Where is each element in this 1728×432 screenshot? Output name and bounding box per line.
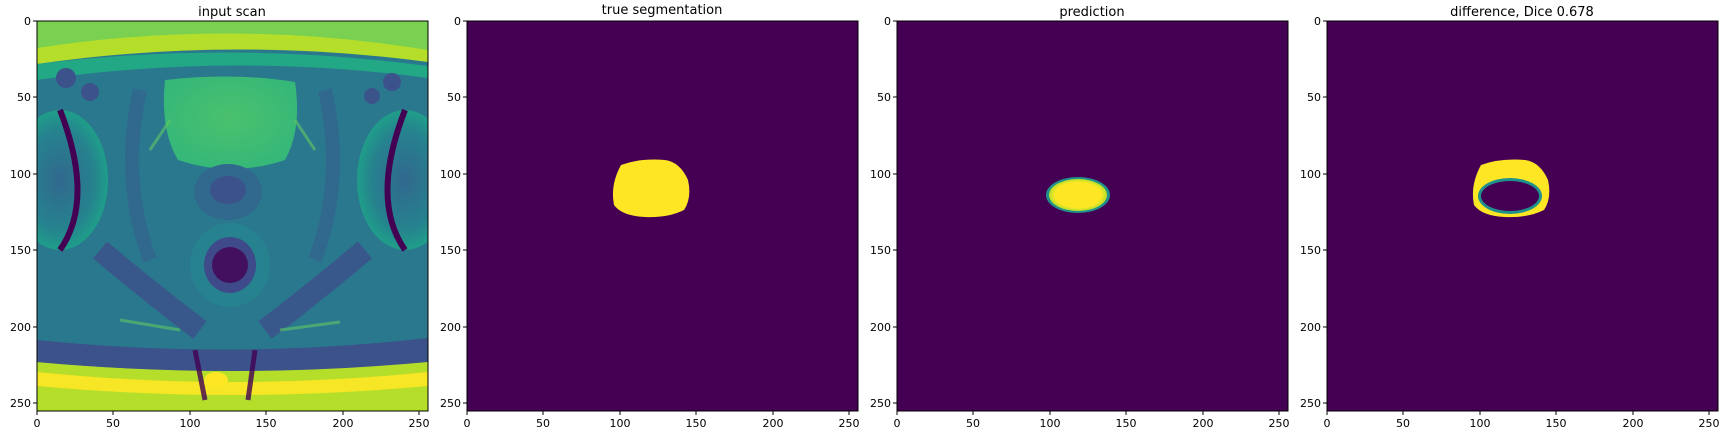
y-tick-label: 150 — [1300, 244, 1321, 257]
x-tick-label: 50 — [966, 417, 980, 430]
x-tick-label: 200 — [333, 417, 354, 430]
x-tick-label: 100 — [1040, 417, 1061, 430]
y-tick-label: 250 — [870, 397, 891, 410]
y-tick-label: 250 — [1300, 397, 1321, 410]
segmentation-mask-image — [467, 21, 858, 411]
y-tick-label: 200 — [440, 321, 461, 334]
x-tick-label: 200 — [1623, 417, 1644, 430]
y-tick-label: 50 — [17, 91, 31, 104]
y-tick-label: 200 — [1300, 321, 1321, 334]
x-tick-label: 100 — [1470, 417, 1491, 430]
y-tick-label: 0 — [24, 15, 31, 28]
x-tick-label: 150 — [256, 417, 277, 430]
y-tick-label: 0 — [1314, 15, 1321, 28]
x-tick-label: 200 — [763, 417, 784, 430]
x-axis: 0 50 100 150 200 250 — [1324, 411, 1720, 430]
panel-title: prediction — [1059, 5, 1124, 20]
panel-difference: difference, Dice 0.678 0 50 100 150 200 … — [1300, 5, 1720, 430]
x-tick-label: 50 — [536, 417, 550, 430]
x-tick-label: 150 — [1116, 417, 1137, 430]
y-tick-label: 150 — [10, 244, 31, 257]
y-axis: 0 50 100 150 200 250 — [1300, 15, 1327, 410]
y-tick-label: 200 — [870, 321, 891, 334]
x-axis: 0 50 100 150 200 250 — [894, 411, 1290, 430]
axes-frame — [896, 20, 1289, 412]
panel-title: difference, Dice 0.678 — [1450, 5, 1594, 20]
axes-frame — [466, 20, 859, 412]
x-tick-label: 250 — [1699, 417, 1720, 430]
axes-frame — [36, 20, 429, 412]
y-tick-label: 100 — [10, 168, 31, 181]
y-tick-label: 150 — [870, 244, 891, 257]
x-tick-label: 0 — [34, 417, 41, 430]
x-tick-label: 0 — [464, 417, 471, 430]
y-tick-label: 50 — [447, 91, 461, 104]
y-axis: 0 50 100 150 200 250 — [10, 15, 37, 410]
x-tick-label: 100 — [610, 417, 631, 430]
panel-title: input scan — [198, 5, 266, 20]
panel-prediction: prediction 0 50 100 150 200 250 0 50 100… — [870, 5, 1290, 430]
y-tick-label: 100 — [440, 168, 461, 181]
y-tick-label: 50 — [1307, 91, 1321, 104]
y-tick-label: 150 — [440, 244, 461, 257]
y-axis: 0 50 100 150 200 250 — [870, 15, 897, 410]
axes-frame — [1326, 20, 1719, 412]
x-tick-label: 50 — [1396, 417, 1410, 430]
x-axis: 0 50 100 150 200 250 — [34, 411, 430, 430]
y-tick-label: 250 — [10, 397, 31, 410]
x-tick-label: 0 — [894, 417, 901, 430]
y-tick-label: 100 — [1300, 168, 1321, 181]
y-tick-label: 200 — [10, 321, 31, 334]
difference-image — [1327, 21, 1718, 411]
y-tick-label: 100 — [870, 168, 891, 181]
x-tick-label: 250 — [1269, 417, 1290, 430]
y-tick-label: 0 — [884, 15, 891, 28]
x-tick-label: 50 — [106, 417, 120, 430]
mri-scan-image — [37, 21, 428, 411]
y-axis: 0 50 100 150 200 250 — [440, 15, 467, 410]
y-tick-label: 250 — [440, 397, 461, 410]
panel-true-segmentation: true segmentation 0 50 100 150 200 250 0… — [440, 3, 860, 430]
x-tick-label: 150 — [686, 417, 707, 430]
x-tick-label: 250 — [839, 417, 860, 430]
y-tick-label: 0 — [454, 15, 461, 28]
x-tick-label: 0 — [1324, 417, 1331, 430]
x-tick-label: 150 — [1546, 417, 1567, 430]
x-tick-label: 100 — [180, 417, 201, 430]
panel-input-scan: input scan — [10, 5, 430, 430]
prediction-mask-image — [897, 21, 1288, 411]
panel-title: true segmentation — [602, 3, 723, 18]
x-tick-label: 200 — [1193, 417, 1214, 430]
x-axis: 0 50 100 150 200 250 — [464, 411, 860, 430]
y-tick-label: 50 — [877, 91, 891, 104]
x-tick-label: 250 — [409, 417, 430, 430]
